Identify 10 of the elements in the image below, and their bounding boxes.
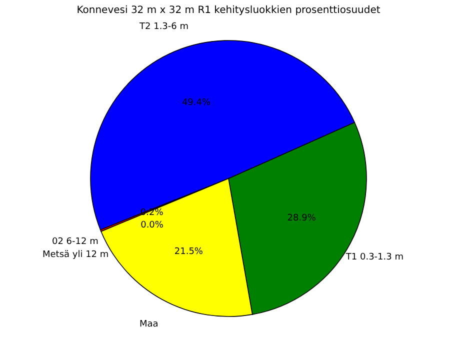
slice-label: T1 0.3-1.3 m (344, 252, 404, 262)
slice-label: 02 6-12 m (52, 237, 98, 248)
category-label: Metsä yli 12 m (42, 250, 109, 260)
slice-label: Maa (139, 320, 158, 330)
data-label: 49.4% (182, 98, 211, 108)
text: 0.0% (140, 220, 164, 230)
data-label: 21.5% (174, 247, 204, 258)
slice-label: T2 1.3-6 m (138, 22, 189, 32)
data-label: 28.9% (287, 213, 316, 224)
chart-title: Konnevesi 32 m x 32 m R1 kehitysluokkien prosenttiosuudet (76, 5, 380, 16)
